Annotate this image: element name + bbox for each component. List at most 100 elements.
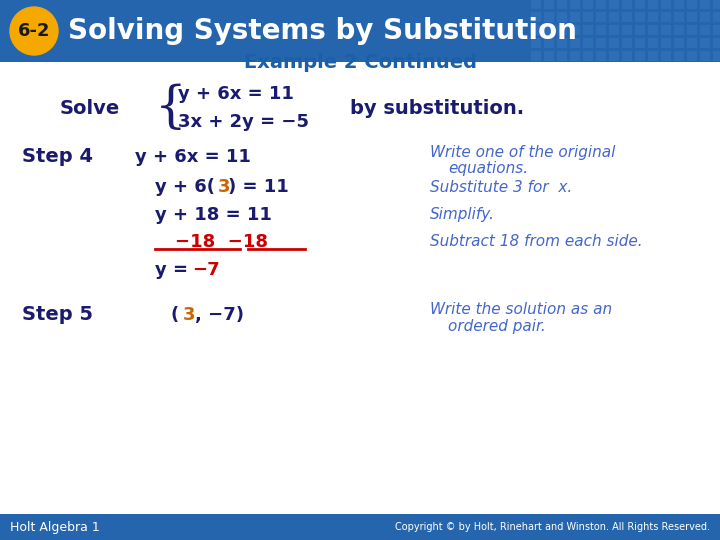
FancyBboxPatch shape xyxy=(544,25,554,35)
Text: 3: 3 xyxy=(183,306,196,324)
FancyBboxPatch shape xyxy=(609,0,619,9)
FancyBboxPatch shape xyxy=(609,12,619,22)
FancyBboxPatch shape xyxy=(596,0,606,9)
FancyBboxPatch shape xyxy=(531,38,541,48)
Text: , −7): , −7) xyxy=(195,306,244,324)
FancyBboxPatch shape xyxy=(557,0,567,9)
FancyBboxPatch shape xyxy=(661,38,671,48)
Text: 3x + 2y = −5: 3x + 2y = −5 xyxy=(178,113,309,131)
FancyBboxPatch shape xyxy=(622,51,632,61)
FancyBboxPatch shape xyxy=(570,25,580,35)
FancyBboxPatch shape xyxy=(700,0,710,9)
Text: Solving Systems by Substitution: Solving Systems by Substitution xyxy=(68,17,577,45)
FancyBboxPatch shape xyxy=(687,12,697,22)
Text: {: { xyxy=(155,83,186,133)
FancyBboxPatch shape xyxy=(570,51,580,61)
Text: equations.: equations. xyxy=(448,161,528,177)
FancyBboxPatch shape xyxy=(661,12,671,22)
FancyBboxPatch shape xyxy=(596,51,606,61)
FancyBboxPatch shape xyxy=(596,12,606,22)
Text: Step 5: Step 5 xyxy=(22,306,93,325)
FancyBboxPatch shape xyxy=(713,0,720,9)
FancyBboxPatch shape xyxy=(557,25,567,35)
FancyBboxPatch shape xyxy=(648,38,658,48)
FancyBboxPatch shape xyxy=(635,51,645,61)
FancyBboxPatch shape xyxy=(583,38,593,48)
FancyBboxPatch shape xyxy=(661,51,671,61)
Text: 6-2: 6-2 xyxy=(18,22,50,40)
FancyBboxPatch shape xyxy=(0,514,720,540)
Text: Write one of the original: Write one of the original xyxy=(430,145,616,160)
Text: y + 6x = 11: y + 6x = 11 xyxy=(178,85,294,103)
Text: Subtract 18 from each side.: Subtract 18 from each side. xyxy=(430,234,643,249)
FancyBboxPatch shape xyxy=(544,51,554,61)
FancyBboxPatch shape xyxy=(622,38,632,48)
Text: −18  −18: −18 −18 xyxy=(175,233,268,251)
FancyBboxPatch shape xyxy=(687,0,697,9)
Text: 3: 3 xyxy=(218,178,230,196)
FancyBboxPatch shape xyxy=(570,38,580,48)
FancyBboxPatch shape xyxy=(713,38,720,48)
FancyBboxPatch shape xyxy=(635,12,645,22)
FancyBboxPatch shape xyxy=(713,12,720,22)
Text: y + 18 = 11: y + 18 = 11 xyxy=(155,206,272,224)
FancyBboxPatch shape xyxy=(674,0,684,9)
FancyBboxPatch shape xyxy=(544,12,554,22)
Text: y + 6(: y + 6( xyxy=(155,178,215,196)
FancyBboxPatch shape xyxy=(635,38,645,48)
FancyBboxPatch shape xyxy=(583,25,593,35)
FancyBboxPatch shape xyxy=(674,25,684,35)
FancyBboxPatch shape xyxy=(674,38,684,48)
FancyBboxPatch shape xyxy=(674,12,684,22)
Text: by substitution.: by substitution. xyxy=(350,98,524,118)
FancyBboxPatch shape xyxy=(557,38,567,48)
Text: Substitute 3 for  x.: Substitute 3 for x. xyxy=(430,179,572,194)
FancyBboxPatch shape xyxy=(635,0,645,9)
FancyBboxPatch shape xyxy=(596,25,606,35)
FancyBboxPatch shape xyxy=(700,38,710,48)
FancyBboxPatch shape xyxy=(622,0,632,9)
FancyBboxPatch shape xyxy=(635,25,645,35)
FancyBboxPatch shape xyxy=(609,25,619,35)
FancyBboxPatch shape xyxy=(713,25,720,35)
FancyBboxPatch shape xyxy=(700,12,710,22)
FancyBboxPatch shape xyxy=(661,0,671,9)
FancyBboxPatch shape xyxy=(0,0,720,62)
Text: Simplify.: Simplify. xyxy=(430,207,495,222)
FancyBboxPatch shape xyxy=(531,51,541,61)
Text: ) = 11: ) = 11 xyxy=(228,178,289,196)
FancyBboxPatch shape xyxy=(583,12,593,22)
FancyBboxPatch shape xyxy=(648,51,658,61)
Text: Holt Algebra 1: Holt Algebra 1 xyxy=(10,521,100,534)
FancyBboxPatch shape xyxy=(648,0,658,9)
Text: Example 2 Continued: Example 2 Continued xyxy=(243,52,477,71)
FancyBboxPatch shape xyxy=(557,12,567,22)
FancyBboxPatch shape xyxy=(674,51,684,61)
FancyBboxPatch shape xyxy=(713,51,720,61)
Text: Copyright © by Holt, Rinehart and Winston. All Rights Reserved.: Copyright © by Holt, Rinehart and Winsto… xyxy=(395,522,710,532)
Text: Step 4: Step 4 xyxy=(22,147,93,166)
FancyBboxPatch shape xyxy=(544,0,554,9)
FancyBboxPatch shape xyxy=(570,0,580,9)
Text: (: ( xyxy=(170,306,179,324)
FancyBboxPatch shape xyxy=(531,0,541,9)
FancyBboxPatch shape xyxy=(661,25,671,35)
FancyBboxPatch shape xyxy=(596,38,606,48)
Text: Solve: Solve xyxy=(60,98,120,118)
FancyBboxPatch shape xyxy=(544,38,554,48)
Text: −7: −7 xyxy=(192,261,220,279)
FancyBboxPatch shape xyxy=(648,25,658,35)
FancyBboxPatch shape xyxy=(622,25,632,35)
FancyBboxPatch shape xyxy=(700,51,710,61)
FancyBboxPatch shape xyxy=(609,51,619,61)
Text: Write the solution as an: Write the solution as an xyxy=(430,301,612,316)
FancyBboxPatch shape xyxy=(700,25,710,35)
FancyBboxPatch shape xyxy=(609,38,619,48)
FancyBboxPatch shape xyxy=(687,38,697,48)
FancyBboxPatch shape xyxy=(583,51,593,61)
Text: ordered pair.: ordered pair. xyxy=(448,320,546,334)
FancyBboxPatch shape xyxy=(648,12,658,22)
FancyBboxPatch shape xyxy=(557,51,567,61)
Circle shape xyxy=(10,7,58,55)
FancyBboxPatch shape xyxy=(687,51,697,61)
